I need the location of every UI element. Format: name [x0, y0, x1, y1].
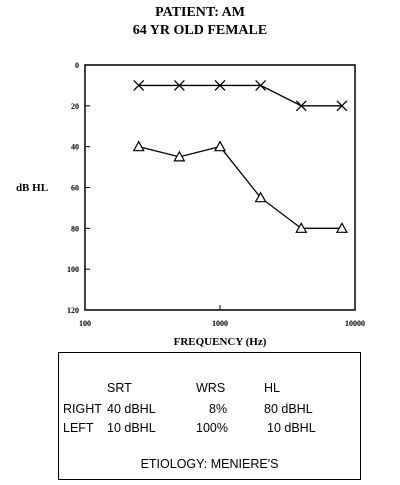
- x-axis-label: FREQUENCY (Hz): [174, 336, 267, 348]
- row-right-hl: 80 dBHL: [264, 402, 313, 416]
- series-1-point-1: [133, 79, 145, 91]
- row-right-srt: 40 dBHL: [107, 402, 156, 416]
- series-1-point-3: [214, 79, 226, 91]
- title-line-patient: PATIENT: AM: [155, 5, 245, 20]
- series-1-point-6: [336, 100, 348, 112]
- series-2-point-2: [173, 150, 186, 162]
- y-tick-label-20: 20: [71, 102, 79, 111]
- series-1-line: [138, 84, 342, 107]
- title-line-age: 64 YR OLD FEMALE: [132, 23, 268, 38]
- y-axis-ticks: 0 20 40 60 80 100 120: [67, 61, 90, 315]
- y-tick-label-0: 0: [75, 61, 79, 70]
- series-1-point-5: [295, 100, 307, 112]
- row-left-hl: 10 dBHL: [267, 421, 316, 435]
- header-srt: SRT: [107, 381, 132, 395]
- y-tick-label-100: 100: [67, 265, 79, 274]
- x-axis-ticks: 100 1000 10000: [79, 305, 365, 328]
- row-right-label: RIGHT: [63, 402, 102, 416]
- x-tick-label-1000: 1000: [212, 319, 228, 328]
- header-hl: HL: [264, 381, 280, 395]
- chart-title: PATIENT: AM 64 YR OLD FEMALE: [0, 4, 400, 40]
- y-tick-label-60: 60: [71, 184, 79, 193]
- series-1-point-2: [173, 79, 185, 91]
- series-group: [132, 79, 348, 233]
- series-2-line: [138, 145, 342, 229]
- row-right-wrs: 8%: [209, 402, 228, 416]
- test-results-box: SRT WRS HL RIGHT 40 dBHL 8% 80 dBHL LEFT…: [58, 352, 361, 480]
- series-2-point-5: [295, 222, 308, 233]
- series-2-point-1: [132, 140, 145, 152]
- header-wrs: WRS: [196, 381, 226, 395]
- plot-frame: [84, 64, 356, 311]
- y-tick-label-80: 80: [71, 224, 79, 233]
- y-axis-label: dB HL: [16, 182, 48, 194]
- y-tick-label-40: 40: [71, 143, 79, 152]
- etiology-label: ETIOLOGY: MENIERE'S: [140, 457, 279, 471]
- series-1-point-4: [255, 79, 267, 91]
- y-tick-label-120: 120: [67, 306, 79, 315]
- x-tick-label-100: 100: [79, 319, 91, 328]
- row-left-label: LEFT: [63, 421, 94, 435]
- series-2-point-6: [335, 222, 348, 233]
- x-tick-label-10000: 10000: [345, 319, 365, 328]
- row-left-wrs: 100%: [196, 421, 228, 435]
- series-2-point-4: [254, 191, 267, 203]
- series-2-point-3: [213, 140, 227, 152]
- row-left-srt: 10 dBHL: [107, 421, 156, 435]
